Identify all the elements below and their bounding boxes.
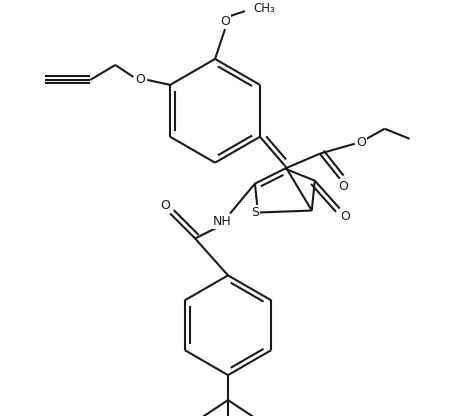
Text: O: O (338, 180, 348, 193)
Text: O: O (357, 136, 366, 149)
Text: O: O (220, 15, 230, 27)
Text: O: O (340, 210, 349, 223)
Text: CH₃: CH₃ (253, 2, 275, 15)
Text: O: O (135, 73, 145, 87)
Text: S: S (251, 206, 259, 219)
Text: O: O (160, 199, 170, 212)
Text: NH: NH (213, 215, 231, 228)
